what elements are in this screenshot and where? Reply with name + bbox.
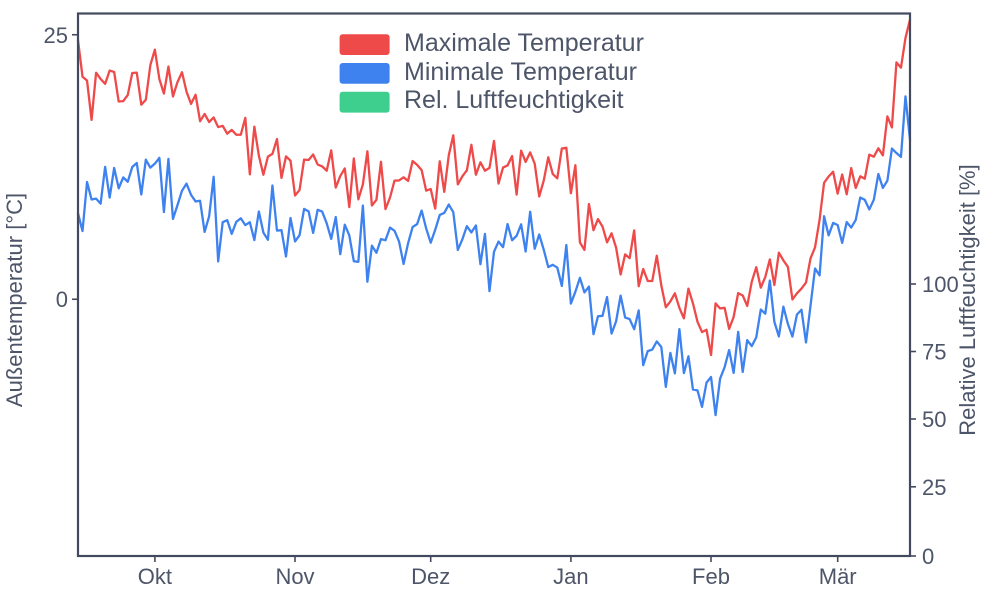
svg-text:Außentemperatur [°C]: Außentemperatur [°C] [2,193,27,407]
svg-text:Minimale Temperatur: Minimale Temperatur [404,58,637,86]
svg-text:Relative Luftfeuchtigkeit [%]: Relative Luftfeuchtigkeit [%] [955,164,980,435]
svg-text:0: 0 [56,287,68,312]
svg-text:100: 100 [922,272,959,297]
svg-text:0: 0 [922,544,934,569]
svg-text:Rel. Luftfeuchtigkeit: Rel. Luftfeuchtigkeit [404,86,624,114]
svg-text:75: 75 [922,340,946,365]
svg-text:25: 25 [44,23,68,48]
svg-text:Okt: Okt [138,564,172,589]
svg-text:Jan: Jan [553,564,588,589]
svg-text:Dez: Dez [411,564,450,589]
svg-text:Maximale Temperatur: Maximale Temperatur [404,29,644,57]
svg-text:25: 25 [922,475,946,500]
svg-text:Mär: Mär [819,564,857,589]
svg-text:50: 50 [922,407,946,432]
svg-text:Feb: Feb [692,564,730,589]
svg-text:Nov: Nov [275,564,314,589]
